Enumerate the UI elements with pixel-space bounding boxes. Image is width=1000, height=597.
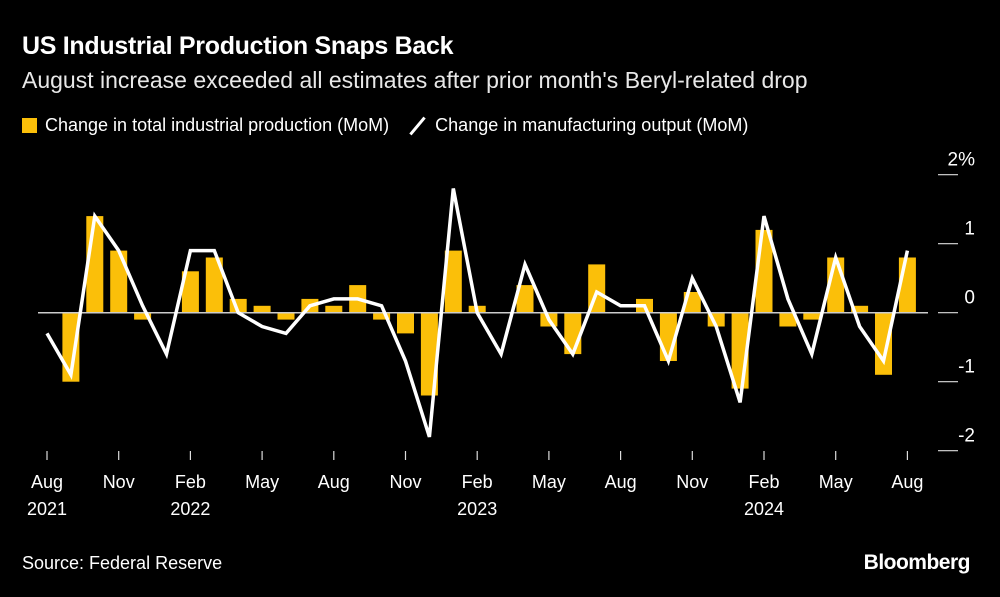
x-tick-label: Feb bbox=[175, 472, 206, 492]
chart-title: US Industrial Production Snaps Back bbox=[22, 32, 454, 60]
bar bbox=[325, 305, 343, 313]
x-tick-year-label: 2024 bbox=[744, 499, 784, 519]
bar bbox=[134, 312, 152, 320]
x-tick-label: Feb bbox=[462, 472, 493, 492]
x-tick-label: May bbox=[819, 472, 853, 492]
x-tick-year-label: 2023 bbox=[457, 499, 497, 519]
y-tick-label: 2% bbox=[948, 150, 976, 171]
bar bbox=[875, 312, 892, 375]
y-tick-label: -1 bbox=[958, 357, 975, 378]
manufacturing-line bbox=[45, 188, 910, 438]
bar bbox=[373, 312, 391, 320]
y-tick-label: 1 bbox=[964, 219, 975, 240]
x-tick-label: Nov bbox=[389, 472, 421, 492]
legend-label-industrial: Change in total industrial production (M… bbox=[45, 115, 390, 135]
y-tick-label: 0 bbox=[964, 288, 975, 309]
legend-label-manufacturing: Change in manufacturing output (MoM) bbox=[435, 115, 749, 135]
bar bbox=[277, 312, 295, 320]
chart-subtitle: August increase exceeded all estimates a… bbox=[22, 67, 808, 93]
x-tick-year-label: 2021 bbox=[27, 499, 67, 519]
x-tick-label: Aug bbox=[605, 472, 637, 492]
bar bbox=[516, 285, 534, 313]
x-tick-label: Aug bbox=[318, 472, 350, 492]
bloomberg-logo: Bloomberg bbox=[863, 551, 971, 574]
bar bbox=[779, 312, 797, 327]
bar bbox=[181, 271, 199, 313]
bar bbox=[803, 312, 821, 320]
x-tick-label: May bbox=[245, 472, 279, 492]
legend: Change in total industrial production (M… bbox=[22, 115, 748, 136]
x-tick-year-label: 2022 bbox=[170, 499, 210, 519]
bar bbox=[444, 250, 462, 313]
legend-bar-swatch bbox=[22, 118, 37, 133]
y-tick-label: -2 bbox=[958, 426, 975, 447]
x-tick-label: Nov bbox=[103, 472, 135, 492]
x-tick-label: Nov bbox=[676, 472, 708, 492]
bar bbox=[851, 305, 869, 313]
x-tick-label: May bbox=[532, 472, 566, 492]
source-note: Source: Federal Reserve bbox=[22, 553, 223, 573]
bar bbox=[205, 257, 223, 313]
bar bbox=[110, 250, 128, 313]
bar bbox=[253, 305, 271, 313]
x-tick-label: Aug bbox=[891, 472, 923, 492]
x-tick-label: Aug bbox=[31, 472, 63, 492]
x-tick-label: Feb bbox=[748, 472, 779, 492]
bar bbox=[397, 312, 414, 334]
